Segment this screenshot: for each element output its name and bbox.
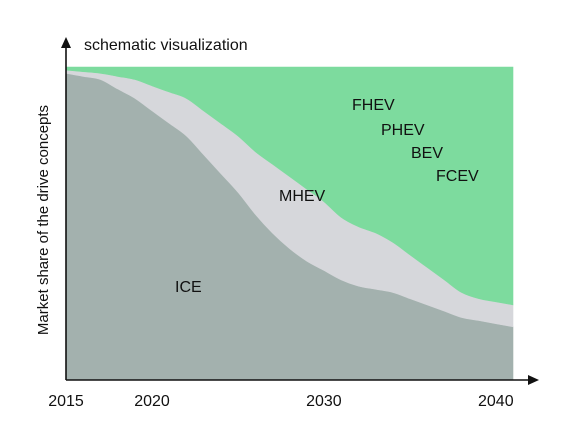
chart-title: schematic visualization	[84, 37, 248, 54]
annotation-fcev: FCEV	[436, 168, 479, 185]
x-tick-labels: 2015 2020 2030 2040	[48, 393, 513, 410]
annotation-ice: ICE	[175, 279, 202, 296]
annotation-bev: BEV	[411, 145, 443, 162]
area-electrified	[65, 66, 514, 306]
x-axis-arrow	[528, 375, 539, 385]
x-tick-label: 2020	[134, 393, 170, 410]
x-tick-label: 2030	[306, 393, 342, 410]
axes	[61, 37, 539, 385]
x-tick-label: 2040	[478, 393, 514, 410]
stacked-areas	[65, 66, 514, 381]
annotation-fhev: FHEV	[352, 97, 395, 114]
y-axis-label: Market share of the drive concepts	[35, 105, 52, 335]
annotation-phev: PHEV	[381, 122, 425, 139]
annotation-mhev: MHEV	[279, 188, 326, 205]
y-axis-arrow	[61, 37, 71, 48]
x-tick-label: 2015	[48, 393, 84, 410]
